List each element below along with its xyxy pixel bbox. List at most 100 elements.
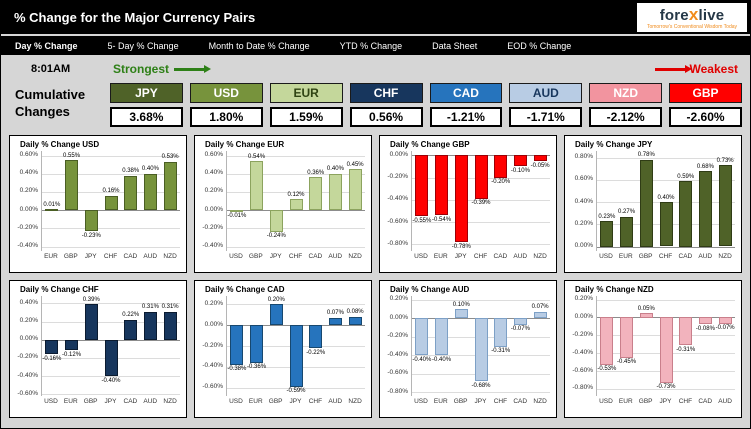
bar-value-label: 0.68% <box>696 163 714 170</box>
bar-nzd <box>348 316 362 326</box>
bar-value-label: -0.78% <box>451 243 471 250</box>
y-tick-label: 0.00% <box>19 335 38 343</box>
x-axis-label: CAD <box>698 398 713 405</box>
y-tick-label: -0.80% <box>387 387 408 395</box>
x-axis: USD EUR JPY CHF CAD AUD NZD <box>411 253 550 260</box>
y-axis: 0.20% 0.00% -0.20% -0.40% -0.60% -0.80% <box>384 296 410 396</box>
tab-5-day-pct-change[interactable]: 5- Day % Change <box>107 40 179 51</box>
tab-data-sheet[interactable]: Data Sheet <box>432 40 478 51</box>
y-tick-label: 0.80% <box>574 153 593 161</box>
x-axis-label: JPY <box>84 253 97 260</box>
bar-value-label: -0.73% <box>656 384 676 391</box>
x-axis-label: CHF <box>103 253 118 260</box>
bar-nzd <box>718 165 732 247</box>
chart-gbp: 0.00% -0.20% -0.40% -0.60% -0.80% -0.55% -0.5… <box>384 151 552 267</box>
bar-value-label: 0.16% <box>102 188 120 194</box>
chart-title-cad: Daily % Change CAD <box>205 285 285 294</box>
chart-usd: 0.60% 0.40% 0.20% 0.00% -0.20% -0.40% 0.01% 0.… <box>14 151 182 267</box>
bar-value-label: -0.45% <box>617 359 637 366</box>
x-axis-label: AUD <box>698 253 713 260</box>
tab-month-to-date-pct-change[interactable]: Month to Date % Change <box>208 40 310 51</box>
bar-value-label: -0.23% <box>81 232 101 239</box>
currency-column-jpy: JPY 3.68% <box>110 83 183 127</box>
currency-column-eur: EUR 1.59% <box>269 83 343 127</box>
currency-column-nzd: NZD -2.12% <box>589 83 663 127</box>
gridline <box>412 392 550 394</box>
x-axis: EUR GBP JPY CHF CAD AUD NZD <box>41 253 180 260</box>
tab-eod-pct-change[interactable]: EOD % Change <box>507 40 572 51</box>
y-tick-label: 0.60% <box>574 175 593 183</box>
bar-usd <box>415 155 429 217</box>
y-axis: 0.00% -0.20% -0.40% -0.60% -0.80% <box>384 151 410 251</box>
bar-chf <box>494 318 508 347</box>
bar-cad <box>124 175 138 210</box>
bar-usd <box>600 317 614 365</box>
bar-eur <box>45 209 59 212</box>
x-axis-label: AUD <box>143 253 158 260</box>
bar-aud <box>143 173 157 211</box>
strongest-label: Strongest <box>113 62 170 76</box>
gridline <box>412 199 550 201</box>
y-tick-label: -0.60% <box>387 369 408 377</box>
bar-value-label: 0.38% <box>122 168 140 174</box>
chart-cad: 0.20% 0.00% -0.20% -0.40% -0.60% -0.38% -0.36… <box>199 296 367 412</box>
cumulative-label-line2: Changes <box>15 103 70 119</box>
bar-nzd <box>163 311 177 340</box>
y-tick-label: -0.60% <box>17 389 38 397</box>
gridline <box>227 304 365 306</box>
x-axis-label: EUR <box>618 253 633 260</box>
logo-part-live: live <box>698 6 725 24</box>
chart-title-chf: Daily % Change CHF <box>20 285 99 294</box>
bar-eur <box>435 155 449 216</box>
y-tick-label: 0.20% <box>574 295 593 303</box>
x-axis: USD EUR GBP JPY CHF CAD AUD <box>596 398 735 405</box>
bar-cad <box>698 317 712 325</box>
x-axis-label: CHF <box>678 398 693 405</box>
page-title: % Change for the Major Currency Pairs <box>14 10 256 25</box>
y-tick-label: 0.00% <box>574 242 593 250</box>
x-axis-label: GBP <box>638 398 653 405</box>
chart-panel-nzd: Daily % Change NZD 0.20% 0.00% -0.20% -0.40… <box>564 280 742 418</box>
bar-value-label: -0.01% <box>227 212 247 219</box>
x-axis-label: GBP <box>453 398 468 405</box>
chart-nzd: 0.20% 0.00% -0.20% -0.40% -0.60% -0.80% -0.53… <box>569 296 737 412</box>
bar-value-label: 0.40% <box>141 166 159 173</box>
x-axis-label: USD <box>599 253 613 260</box>
y-tick-label: 0.60% <box>19 151 38 158</box>
bar-value-label: 0.01% <box>43 201 61 208</box>
x-axis-label: JPY <box>659 398 672 405</box>
weakest-label: Weakest <box>689 62 738 76</box>
currency-value-gbp: -2.60% <box>669 107 742 127</box>
bar-jpy <box>454 155 468 243</box>
tab-ytd-pct-change[interactable]: YTD % Change <box>339 40 403 51</box>
y-tick-label: 0.00% <box>574 312 593 320</box>
tab-day-pct-change[interactable]: Day % Change <box>15 40 78 51</box>
chart-title-aud: Daily % Change AUD <box>390 285 470 294</box>
rank-header-row: 8:01AM Strongest Weakest <box>1 55 750 83</box>
plot-area: -0.38% -0.36% 0.20% -0.59% -0.22% 0.07% 0.08% <box>226 296 365 396</box>
cumulative-summary: Cumulative Changes JPY 3.68% USD 1.80% E… <box>1 83 750 133</box>
x-axis-label: CAD <box>678 253 693 260</box>
bar-gbp <box>269 304 283 326</box>
bar-value-label: 0.10% <box>452 301 470 308</box>
bar-usd <box>600 221 614 247</box>
x-axis-label: EUR <box>433 398 448 405</box>
logo-part-x: x <box>688 4 699 24</box>
bar-value-label: 0.08% <box>346 309 364 316</box>
bar-value-label: 0.05% <box>637 305 655 312</box>
x-axis-label: CAD <box>123 398 138 405</box>
currency-header-cad: CAD <box>429 83 503 103</box>
bar-value-label: 0.53% <box>161 154 179 161</box>
x-axis-label: CAD <box>123 253 138 260</box>
bar-usd <box>230 210 244 213</box>
currency-value-jpy: 3.68% <box>110 107 183 127</box>
bar-value-label: 0.55% <box>63 152 81 159</box>
x-axis-label: NZD <box>163 398 177 405</box>
gridline <box>412 222 550 224</box>
gridline <box>227 228 365 230</box>
bar-cad <box>494 155 508 178</box>
logo-tagline: Tomorrow's Conventional Wisdom Today <box>646 23 738 30</box>
y-axis: 0.60% 0.40% 0.20% 0.00% -0.20% -0.40% <box>199 151 225 251</box>
y-tick-label: 0.40% <box>204 169 223 177</box>
y-tick-label: -0.60% <box>387 217 408 225</box>
